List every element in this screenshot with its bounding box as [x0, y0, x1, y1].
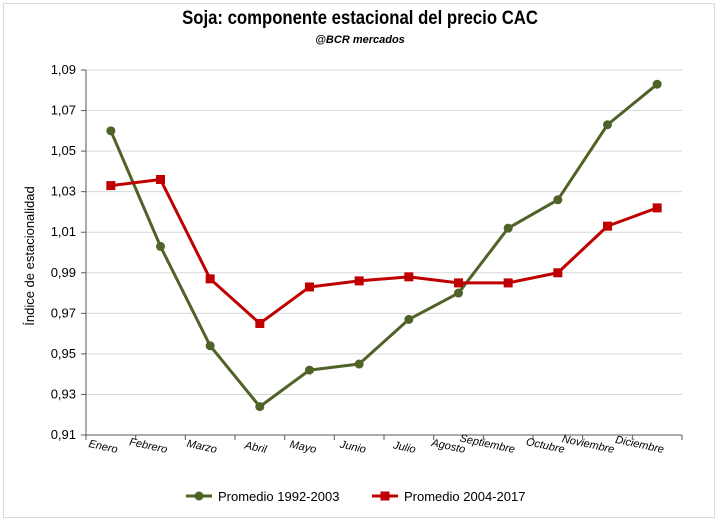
data-point — [255, 318, 265, 328]
chart-subtitle: @BCR mercados — [315, 34, 405, 46]
legend-marker — [194, 491, 204, 501]
data-point — [156, 241, 165, 251]
legend-marker — [380, 491, 390, 501]
legend: Promedio 1992-2003 Promedio 2004-2017 — [186, 489, 525, 504]
data-point — [454, 288, 463, 298]
gridlines — [86, 69, 682, 395]
x-tick-label: Octubre — [525, 436, 566, 456]
x-tick-label: Marzo — [186, 438, 218, 456]
x-tick-label: Mayo — [289, 439, 318, 456]
data-point — [106, 181, 116, 191]
y-tick-label: 1,07 — [51, 103, 76, 118]
y-tick-label: 0,97 — [51, 305, 76, 320]
data-point — [503, 278, 513, 288]
legend-label: Promedio 1992-2003 — [218, 489, 339, 504]
y-tick-label: 1,05 — [51, 143, 76, 158]
x-tick-label: Junio — [338, 439, 367, 456]
y-tick-label: 0,99 — [51, 265, 76, 280]
y-tick-label: 0,91 — [51, 427, 76, 442]
series-line — [109, 83, 659, 409]
data-point — [404, 272, 414, 282]
x-tick-label: Abril — [243, 439, 269, 456]
data-point — [404, 314, 414, 324]
data-point — [652, 203, 662, 213]
legend-label: Promedio 2004-2017 — [404, 489, 525, 504]
chart-frame — [3, 3, 715, 518]
data-point — [603, 120, 612, 130]
series-group — [106, 79, 662, 412]
data-point — [354, 359, 364, 369]
data-point — [652, 79, 662, 89]
data-point — [553, 268, 563, 278]
legend-item: Promedio 1992-2003 — [186, 489, 339, 504]
y-tick-label: 1,03 — [51, 184, 76, 199]
series-2 — [106, 175, 662, 328]
y-tick-label: 0,95 — [51, 346, 76, 361]
data-point — [354, 276, 364, 286]
y-tick-label: 1,01 — [51, 224, 76, 239]
x-tick-label: Enero — [87, 438, 118, 456]
data-point — [305, 282, 314, 292]
y-axis-label: Índice de estacionalidad — [22, 186, 37, 326]
data-point — [205, 274, 215, 284]
data-point — [205, 341, 215, 351]
data-point — [603, 221, 612, 231]
data-point — [305, 365, 314, 375]
series-line — [110, 178, 658, 325]
data-point — [553, 195, 563, 205]
series-1 — [106, 79, 662, 412]
data-point — [156, 175, 165, 184]
x-tick-labels: Enero Febrero Marzo Abril Mayo Junio Julio Agos… — [87, 432, 665, 456]
x-tick-label: Septiembre — [459, 432, 517, 455]
x-tick-label: Febrero — [128, 436, 168, 456]
y-tick-label: 1,09 — [51, 62, 76, 77]
y-tick-label: 0,93 — [51, 386, 76, 401]
chart-title: Soja: componente estacional del precio C… — [182, 8, 538, 29]
data-point — [503, 223, 513, 233]
x-tick-label: Noviembre — [561, 433, 616, 456]
data-point — [454, 278, 463, 288]
data-point — [255, 402, 265, 412]
y-tick-labels: 1,09 1,07 1,05 1,03 1,01 0,99 0,97 0,95 0,93 0,91 — [51, 62, 76, 442]
x-tick-label: Diciembre — [614, 434, 665, 456]
legend-item: Promedio 2004-2017 — [372, 489, 525, 504]
axes — [81, 69, 683, 440]
x-tick-label: Julio — [391, 439, 417, 456]
data-point — [106, 126, 116, 136]
